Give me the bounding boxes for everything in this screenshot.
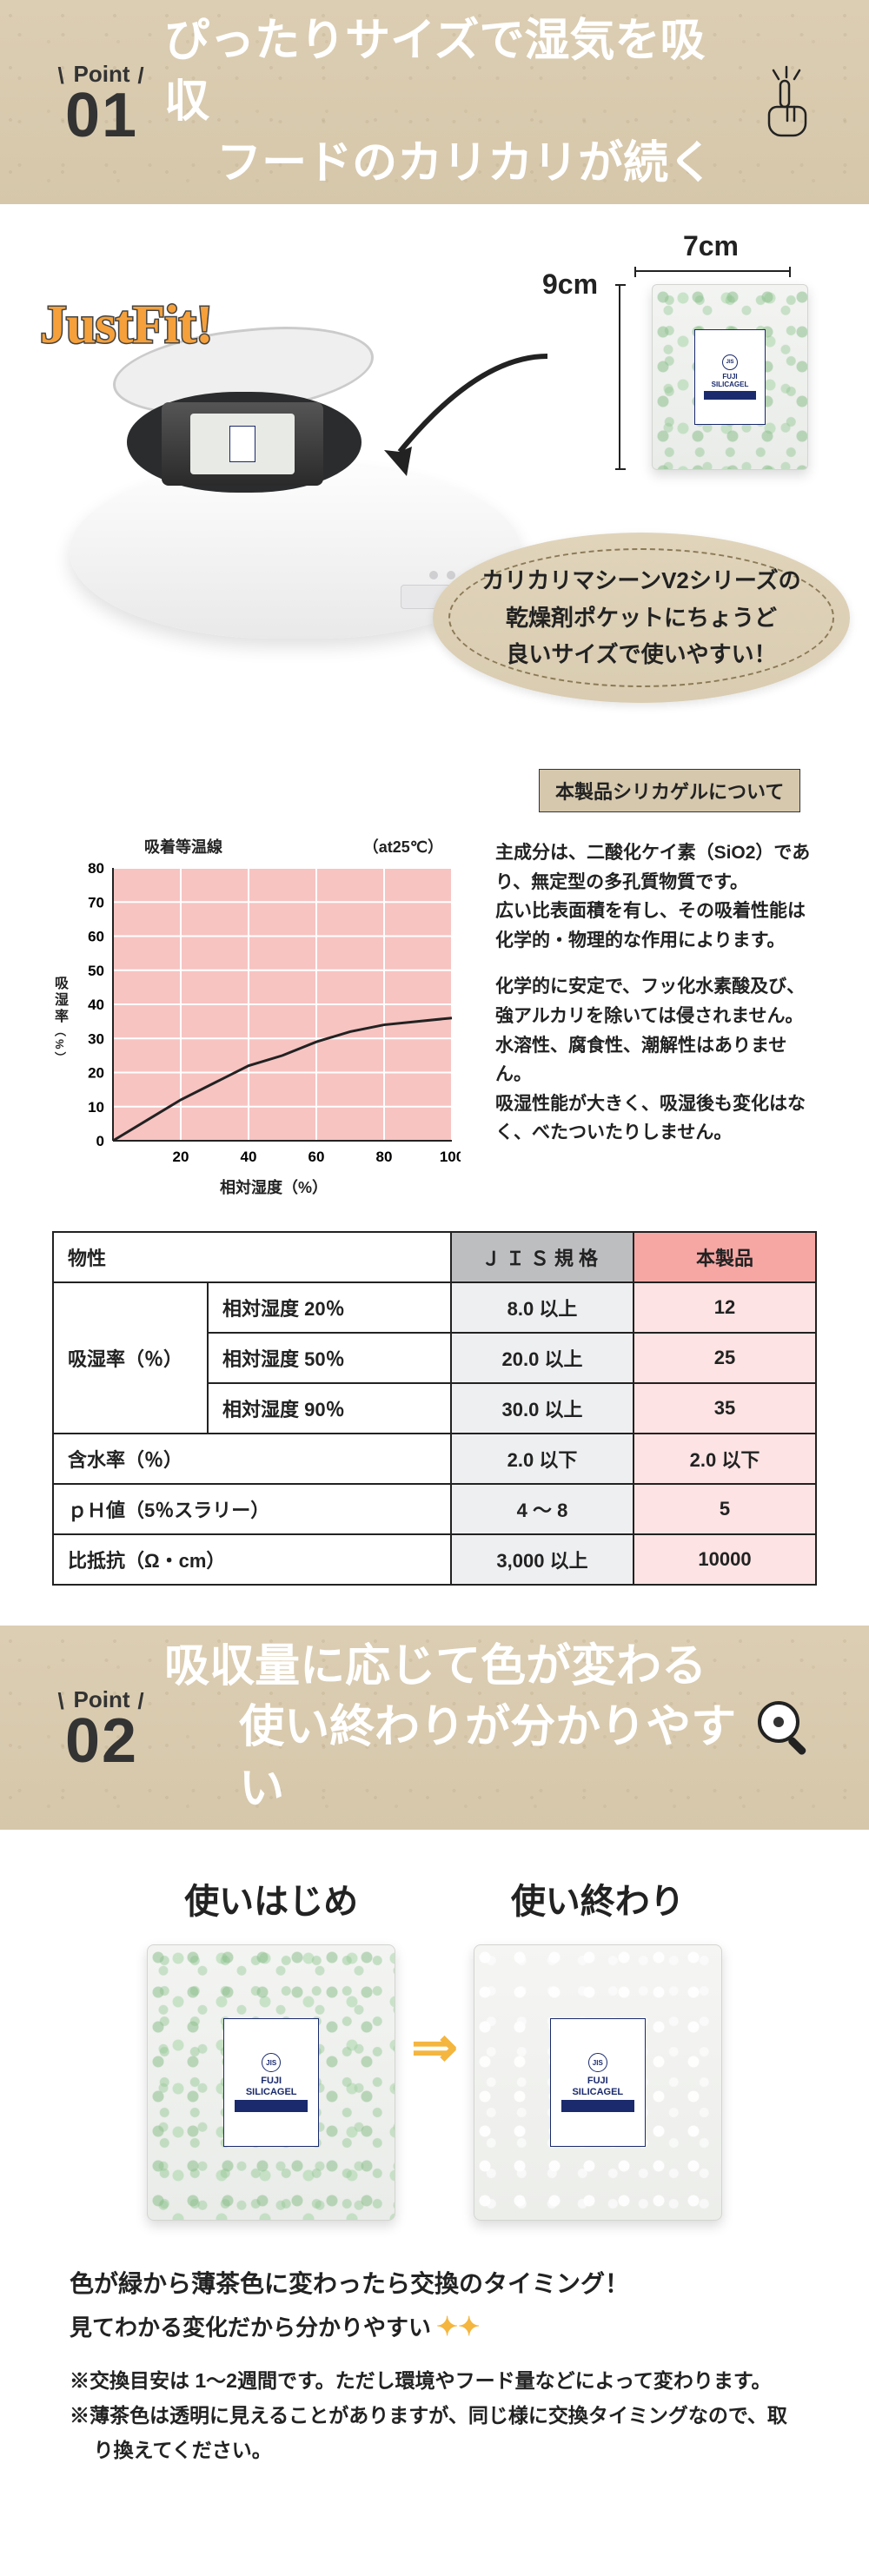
dim-line-v [619,284,620,470]
label-bar [704,391,756,400]
svg-text:50: 50 [88,963,104,979]
svg-text:60: 60 [88,929,104,945]
section-1: 7cm 9cm JIS FUJI SILICAGEL JustFit! [0,204,869,682]
svg-text:70: 70 [88,894,104,911]
svg-text:20: 20 [173,1149,189,1165]
comparison-row: 使いはじめ JIS FUJISILICAGEL ⇒ 使い終わり JIS FU [70,1873,799,2221]
compare-start: 使いはじめ JIS FUJISILICAGEL [147,1873,395,2221]
point-num-value: 01 [65,88,138,144]
spec-table: 物性 ＪＩＳ規格 本製品 吸湿率（％） 相対湿度 20％ 8.0 以上 12 相… [52,1231,817,1586]
text-line2: 見てわかる変化だから分かりやすい✦✦ [70,2305,799,2351]
col-product: 本製品 [634,1232,816,1282]
banner-title-line2: 使い終わりが分かりやすい [164,1697,742,1818]
packet-image: JIS FUJI SILICAGEL [652,284,808,470]
banner-title-line1: 吸収量に応じて色が変わる [164,1636,742,1697]
section3-text: 色が緑から薄茶色に変わったら交換のタイミング！ 見てわかる変化だから分かりやすい… [70,2262,799,2467]
point-number: Point 01 [65,61,138,144]
section-2: 本製品シリカゲルについて 吸着等温線 （at25℃） 吸湿率（%） 010203… [0,682,869,1626]
dim-width: 7cm [683,230,739,262]
svg-text:40: 40 [241,1149,257,1165]
point-number: Point 02 [65,1686,138,1770]
table-row: ｐＨ値（5％スラリー） 4 ～ 8 5 [53,1484,816,1534]
hand-point-icon [756,65,817,139]
callout-bubble: カリカリマシーンV2シリーズの 乾燥剤ポケットにちょうど 良いサイズで使いやすい… [433,533,850,703]
banner-title-line1: ぴったりサイズで湿気を吸収 [164,10,747,132]
compare-arrow-icon: ⇒ [411,2015,458,2080]
svg-text:40: 40 [88,997,104,1013]
note1: ※交換目安は 1～2週間です。ただし環境やフード量などによって変わります。 [70,2363,799,2398]
packet-start: JIS FUJISILICAGEL [147,1944,395,2221]
point-label: Point [74,1686,130,1713]
svg-text:80: 80 [88,863,104,877]
chart-column: 吸着等温線 （at25℃） 吸湿率（%） 0102030405060708020… [52,835,461,1198]
svg-text:30: 30 [88,1030,104,1047]
point1-banner: Point 01 ぴったりサイズで湿気を吸収 フードのカリカリが続く [0,0,869,204]
banner-title: 吸収量に応じて色が変わる 使い終わりが分かりやすい [164,1636,742,1819]
end-heading: 使い終わり [511,1873,685,1924]
svg-text:100: 100 [440,1149,461,1165]
start-heading: 使いはじめ [184,1873,358,1924]
packet-label: JIS FUJI SILICAGEL [694,329,766,425]
point-num-value: 02 [65,1713,138,1770]
dimension-labels: 7cm 9cm [530,230,791,282]
banner-title-line2: フードのカリカリが続く [164,133,747,194]
sparkle-icon: ✦✦ [436,2313,480,2341]
chart-condition: （at25℃） [363,835,443,858]
svg-text:20: 20 [88,1065,104,1082]
section-3: 使いはじめ JIS FUJISILICAGEL ⇒ 使い終わり JIS FU [0,1830,869,2520]
description-text: 主成分は、二酸化ケイ素（SiO2）であり、無定型の多孔質物質です。広い比表面積を… [495,835,817,1198]
packet-end: JIS FUJISILICAGEL [474,1944,722,2221]
adsorption-chart: 0 10 20 30 40 50 60 70 80 20 40 60 80 100 [52,863,461,1175]
packet-brand: FUJI SILICAGEL [712,374,749,389]
chart-title: 吸着等温線 [144,835,222,858]
svg-text:60: 60 [308,1149,325,1165]
svg-text:80: 80 [376,1149,393,1165]
magnifier-icon [753,1696,817,1760]
text-line1: 色が緑から薄茶色に変わったら交換のタイミング！ [70,2262,799,2305]
col-property: 物性 [53,1232,451,1282]
jis-mark: JIS [722,354,738,370]
dim-height: 9cm [542,268,598,301]
dim-line-h [634,270,791,272]
about-badge: 本製品シリカゲルについて [539,769,800,812]
col-jis: ＪＩＳ規格 [451,1232,634,1282]
bubble-text: カリカリマシーンV2シリーズの 乾燥剤ポケットにちょうど 良いサイズで使いやすい… [481,562,800,674]
justfit-text: JustFit! [40,295,213,356]
x-axis-label: 相対湿度（%） [52,1175,461,1198]
table-row: 含水率（％） 2.0 以下 2.0 以下 [53,1434,816,1484]
svg-text:10: 10 [88,1099,104,1116]
notes: ※交換目安は 1～2週間です。ただし環境やフード量などによって変わります。 ※薄… [70,2363,799,2468]
banner-title: ぴったりサイズで湿気を吸収 フードのカリカリが続く [164,10,747,194]
point-label: Point [74,61,130,88]
table-row: 吸湿率（％） 相対湿度 20％ 8.0 以上 12 [53,1282,816,1333]
note2: ※薄茶色は透明に見えることがありますが、同じ様に交換タイミングなので、取り換えて… [70,2398,799,2468]
table-row: 比抵抗（Ω・cm） 3,000 以上 10000 [53,1534,816,1585]
compare-end: 使い終わり JIS FUJISILICAGEL [474,1873,722,2221]
svg-text:0: 0 [96,1133,104,1149]
point2-banner: Point 02 吸収量に応じて色が変わる 使い終わりが分かりやすい [0,1626,869,1830]
arrow-icon [374,348,556,487]
